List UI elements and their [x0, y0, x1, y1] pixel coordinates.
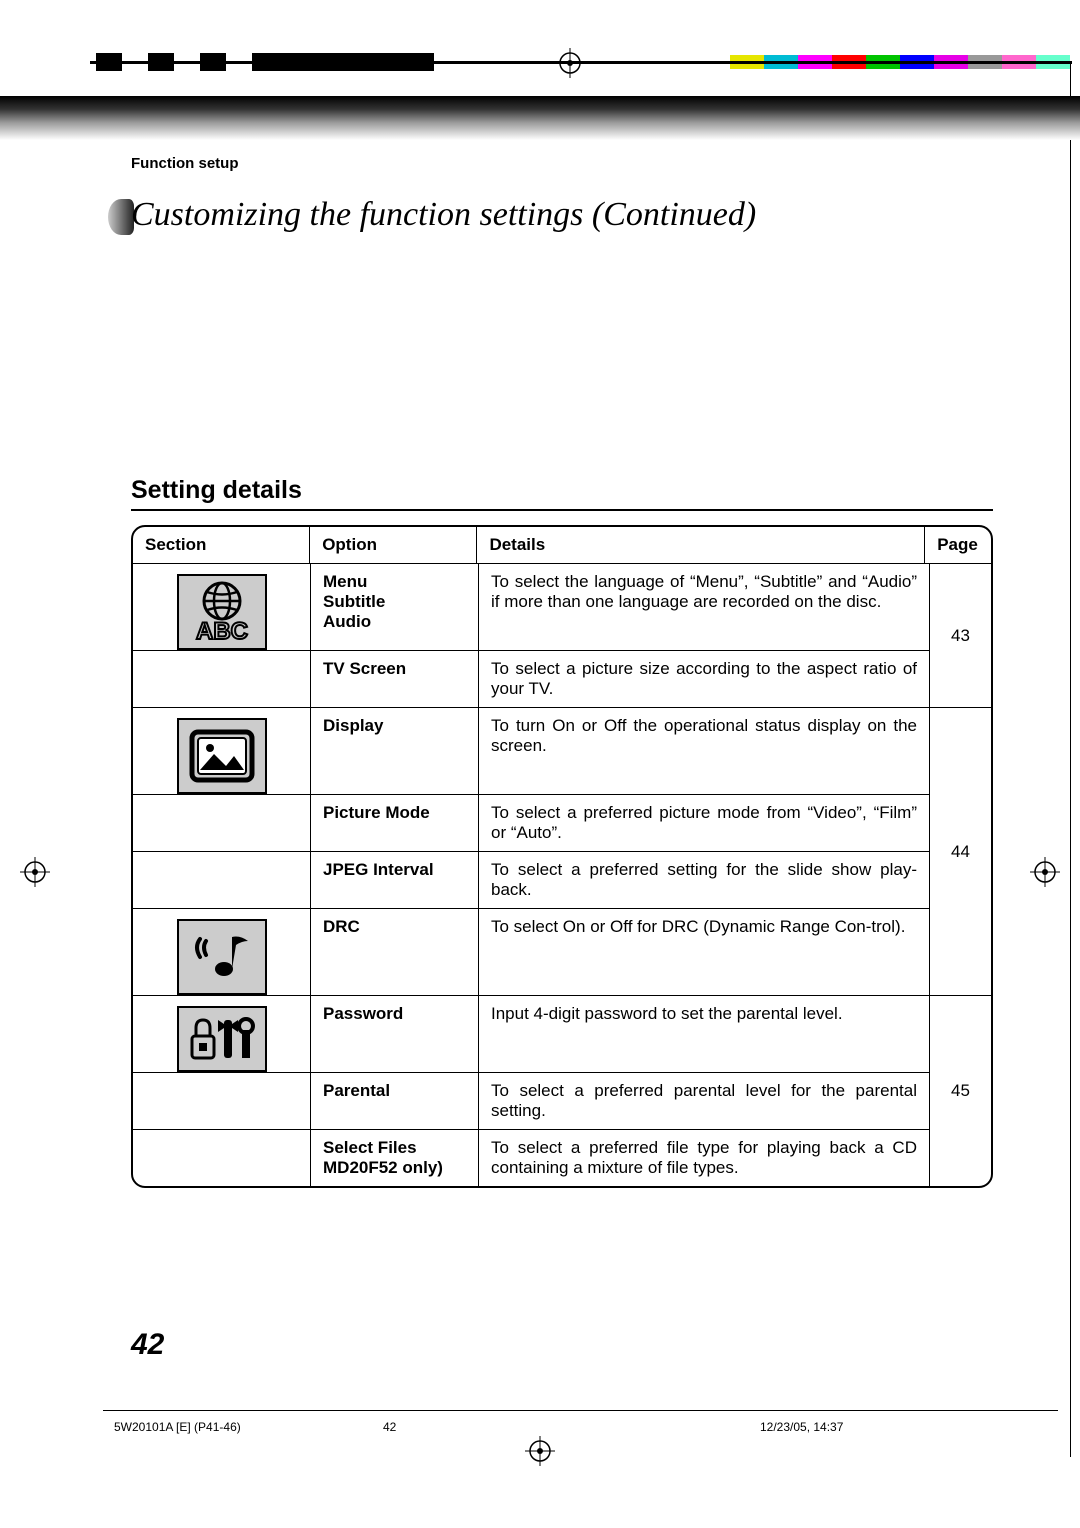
header-section: Section: [133, 527, 310, 563]
option-details: To select a preferred picture mode from …: [479, 795, 929, 851]
table-page-group-43: ABC Menu Subtitle Audio To select the la…: [133, 564, 991, 707]
page-frame-right: [1070, 61, 1071, 1457]
option-label: Select Files MD20F52 only): [311, 1130, 479, 1186]
page-number: 42: [131, 1328, 164, 1362]
option-label: Picture Mode: [311, 795, 479, 851]
footer-center: 42: [383, 1420, 396, 1434]
section-icon-cell-empty: [133, 651, 311, 707]
registration-mark-icon: [525, 1436, 555, 1471]
page-title: Customizing the function settings (Conti…: [131, 196, 756, 234]
option-label: Password: [311, 996, 479, 1072]
section-icon-cell: [133, 708, 311, 794]
table-header-row: Section Option Details Page: [133, 527, 991, 564]
registration-mark-icon: [1030, 857, 1060, 892]
page-cell: 43: [929, 564, 991, 707]
header-details: Details: [477, 527, 925, 563]
music-note-icon: [177, 919, 267, 995]
section-icon-cell: [133, 996, 311, 1072]
option-details: To select a preferred setting for the sl…: [479, 852, 929, 908]
section-heading: Setting details: [131, 476, 302, 505]
option-label: TV Screen: [311, 651, 479, 707]
section-underline: [131, 509, 993, 511]
section-icon-cell: [133, 909, 311, 995]
option-details: To select the language of “Menu”, “Subti…: [479, 564, 929, 650]
header-option: Option: [310, 527, 477, 563]
svg-text:ABC: ABC: [196, 618, 248, 645]
option-label: DRC: [311, 909, 479, 995]
header-page: Page: [925, 527, 991, 563]
option-label: Parental: [311, 1073, 479, 1129]
registration-mark-icon: [20, 857, 50, 892]
option-details: To select a preferred file type for play…: [479, 1130, 929, 1186]
option-details: To select On or Off for DRC (Dynamic Ran…: [479, 909, 929, 995]
header-gradient: [0, 96, 1080, 140]
globe-abc-icon: ABC: [177, 574, 267, 650]
settings-table: Section Option Details Page ABC: [131, 525, 993, 1188]
option-label: JPEG Interval: [311, 852, 479, 908]
footer-left: 5W20101A [E] (P41-46): [114, 1420, 241, 1434]
section-icon-cell: ABC: [133, 564, 311, 650]
page-cell: 45: [929, 996, 991, 1186]
tools-icon: [177, 1006, 267, 1072]
table-page-group-44: Display To turn On or Off the operationa…: [133, 707, 991, 995]
option-details: To turn On or Off the operational status…: [479, 708, 929, 794]
option-details: Input 4-digit password to set the parent…: [479, 996, 929, 1072]
table-page-group-45: Password Input 4-digit password to set t…: [133, 995, 991, 1186]
picture-icon: [177, 718, 267, 794]
option-details: To select a preferred parental level for…: [479, 1073, 929, 1129]
breadcrumb: Function setup: [131, 155, 239, 172]
option-label: Menu Subtitle Audio: [311, 564, 479, 650]
footer-right: 12/23/05, 14:37: [760, 1420, 843, 1434]
page-cell: 44: [929, 708, 991, 995]
option-details: To select a picture size according to th…: [479, 651, 929, 707]
footer-line: [103, 1410, 1058, 1411]
option-label: Display: [311, 708, 479, 794]
